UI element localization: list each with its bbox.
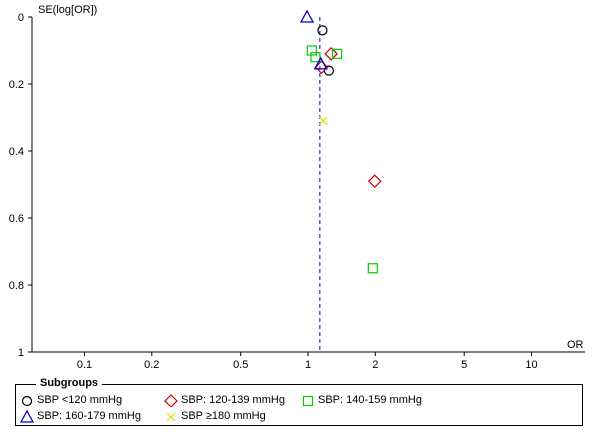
- legend-item: SBP ≥180 mmHg: [164, 409, 266, 423]
- y-tick-label: 0.2: [9, 79, 24, 91]
- legend-marker: [21, 395, 33, 407]
- data-point-circle: [317, 25, 328, 36]
- data-point-diamond: [367, 174, 382, 188]
- x-icon: [166, 412, 176, 422]
- legend-item: SBP: 120-139 mmHg: [164, 393, 285, 407]
- data-point-diamond: [324, 47, 339, 61]
- legend-marker: [164, 394, 178, 407]
- x-tick-label: 5: [461, 359, 467, 371]
- x-tick-label: 0.2: [144, 359, 159, 371]
- data-point-square: [310, 52, 321, 63]
- x-tick-label: 0.5: [233, 359, 248, 371]
- legend-item: SBP: 140-159 mmHg: [301, 393, 422, 407]
- data-point-square: [306, 45, 317, 56]
- legend-label: SBP ≥180 mmHg: [181, 410, 266, 422]
- circle-icon: [21, 395, 33, 407]
- legend-marker: [20, 409, 34, 423]
- y-tick-label: 0.6: [9, 213, 24, 225]
- legend-label: SBP: 120-139 mmHg: [181, 394, 285, 406]
- y-tick-label: 0.4: [9, 146, 24, 158]
- diamond-icon: [164, 394, 178, 407]
- x-tick-label: 10: [525, 359, 537, 371]
- legend-label: SBP: 160-179 mmHg: [37, 410, 141, 422]
- legend: Subgroups SBP <120 mmHg SBP: 120-139 mmHg…: [15, 377, 583, 426]
- data-point-diamond: [314, 60, 329, 75]
- x-tick-label: 1: [305, 359, 311, 371]
- x-tick-label: 0.1: [77, 359, 92, 371]
- legend-label: SBP: 140-159 mmHg: [318, 394, 422, 406]
- chart-svg: SE(log[OR]) OR 0.1 0.2 0.5 1 2 5 10 0 0.2 0.4 0.6 0…: [9, 4, 585, 371]
- data-point-square: [332, 48, 343, 59]
- x-tick-label: 2: [372, 359, 378, 371]
- y-tick-label: 0.8: [9, 280, 24, 292]
- legend-item: SBP <120 mmHg: [20, 393, 122, 407]
- y-tick-label: 1: [18, 347, 24, 359]
- data-point-triangle: [299, 9, 315, 23]
- data-point-triangle: [313, 56, 328, 70]
- legend-title: Subgroups: [36, 377, 103, 389]
- legend-marker: [302, 395, 314, 407]
- legend-item: SBP: 160-179 mmHg: [20, 409, 141, 423]
- legend-marker: [166, 412, 176, 422]
- x-axis-label: OR: [567, 339, 584, 351]
- triangle-icon: [20, 409, 34, 423]
- square-icon: [302, 395, 314, 407]
- data-point-x: [318, 116, 328, 126]
- y-axis-label: SE(log[OR]): [38, 4, 97, 16]
- y-tick-label: 0: [18, 12, 24, 24]
- legend-label: SBP <120 mmHg: [37, 394, 123, 406]
- data-point-square: [367, 263, 378, 274]
